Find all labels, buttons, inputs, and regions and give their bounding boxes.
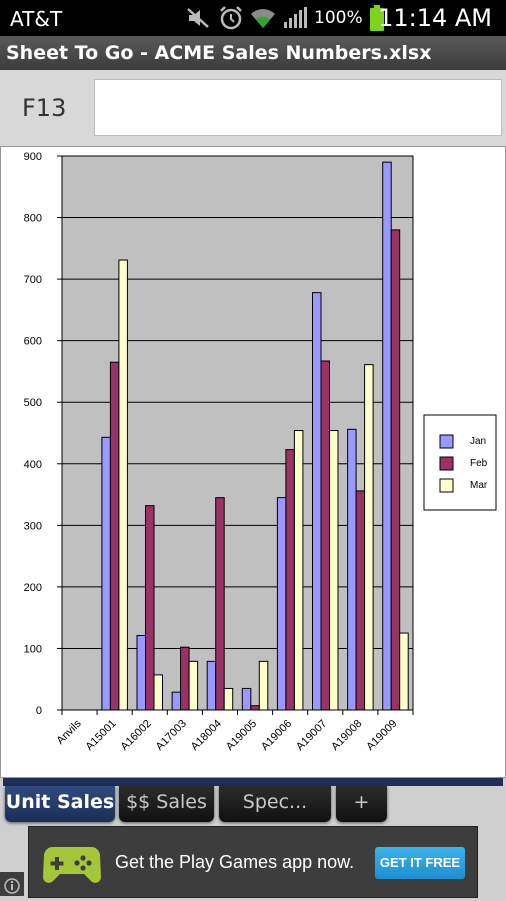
sheet-strip (3, 778, 503, 786)
bar-mar (258, 660, 269, 711)
bar-feb (250, 705, 260, 711)
y-tick-label: 600 (24, 336, 42, 348)
app-title: Sheet To Go - ACME Sales Numbers.xlsx (0, 36, 506, 70)
status-clock: 11:14 AM (378, 4, 492, 32)
y-tick-label: 0 (36, 705, 42, 717)
mute-icon (186, 6, 212, 30)
ad-text: Get the Play Games app now. (115, 852, 355, 872)
x-tick-label: A18004 (189, 718, 224, 753)
play-games-icon (43, 841, 101, 892)
battery-percent: 100% (314, 8, 363, 28)
legend-label-mar: Mar (470, 480, 488, 491)
y-tick-label: 800 (24, 213, 42, 225)
legend-swatch-jan (439, 434, 454, 449)
x-tick-label: A16002 (119, 718, 154, 753)
bar-feb (109, 361, 120, 711)
bar-feb (390, 229, 401, 711)
y-tick-label: 900 (24, 151, 42, 163)
legend-label-feb: Feb (470, 458, 488, 469)
x-tick-label: A15001 (83, 718, 118, 753)
bar-mar (188, 660, 199, 711)
tab-unit-sales[interactable]: Unit Sales (5, 786, 115, 822)
tab-spec[interactable]: Spec... (219, 786, 331, 822)
y-tick-label: 100 (24, 643, 42, 655)
legend-label-jan: Jan (470, 436, 486, 447)
chart-area[interactable]: 0 100 200 300 400 500 600 700 800 900 Anvils A15001… (0, 146, 506, 778)
sales-chart: 0 100 200 300 400 500 600 700 800 900 Anvils A15001… (24, 151, 497, 753)
bar-jan (382, 161, 392, 711)
bar-jan (206, 660, 217, 711)
formula-input[interactable] (94, 79, 502, 136)
tab-add-sheet[interactable]: + (336, 786, 387, 822)
y-tick-label: 300 (24, 520, 42, 532)
wifi-icon (250, 6, 276, 30)
x-tick-label: Anvils (54, 717, 84, 747)
cell-reference[interactable]: F13 (22, 94, 67, 122)
chart-legend (423, 414, 497, 511)
bar-mar (399, 632, 409, 711)
x-tick-label: A19009 (364, 718, 399, 753)
bar-feb (320, 360, 330, 711)
status-bar: AT&T 100% 11:14 AM (0, 0, 506, 36)
x-tick-label: A19007 (294, 718, 329, 753)
x-tick-label: A19005 (224, 718, 259, 753)
signal-icon (282, 6, 308, 30)
y-tick-label: 200 (24, 582, 42, 594)
legend-swatch-feb (439, 456, 454, 471)
x-tick-label: A19008 (329, 718, 364, 753)
x-tick-label: A19006 (259, 718, 294, 753)
get-it-free-button[interactable]: GET IT FREE (375, 847, 465, 879)
formula-bar: F13 (0, 70, 506, 146)
tab-dollar-sales[interactable]: $$ Sales (119, 786, 214, 822)
bar-jan (101, 436, 111, 711)
legend-swatch-mar (439, 478, 454, 493)
bar-mar (329, 430, 339, 711)
info-icon[interactable] (0, 872, 24, 896)
status-icons: 100% (186, 4, 385, 32)
sheet-tabs: Unit Sales $$ Sales Spec... + (0, 786, 506, 826)
ad-box[interactable]: Get the Play Games app now. GET IT FREE (28, 826, 478, 898)
bar-feb (145, 505, 155, 711)
carrier-name: AT&T (10, 7, 63, 31)
bar-jan (241, 687, 252, 711)
bar-feb (180, 646, 190, 711)
y-tick-label: 500 (24, 397, 42, 409)
bar-mar (293, 430, 304, 711)
bar-jan (276, 497, 287, 711)
bar-jan (312, 292, 322, 711)
bar-jan (171, 691, 182, 711)
bar-mar (223, 687, 234, 711)
bar-feb (355, 490, 366, 711)
bar-jan (347, 428, 357, 711)
bar-feb (285, 449, 295, 711)
x-tick-label: A17003 (154, 718, 189, 753)
bar-mar (118, 259, 128, 711)
alarm-icon (218, 5, 244, 31)
battery-icon (369, 5, 385, 31)
ad-banner: Get the Play Games app now. GET IT FREE (0, 826, 506, 900)
bar-jan (136, 635, 146, 711)
bar-feb (215, 497, 225, 711)
y-tick-label: 400 (24, 459, 42, 471)
y-tick-label: 700 (24, 274, 42, 286)
bar-mar (153, 674, 163, 711)
bar-mar (364, 364, 374, 711)
